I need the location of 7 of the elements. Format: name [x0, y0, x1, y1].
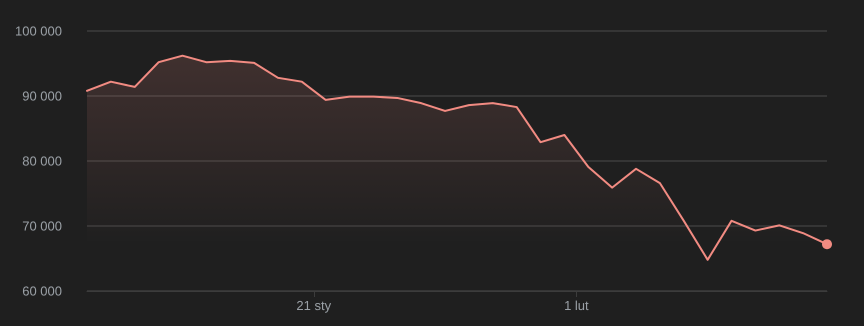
y-tick-label: 70 000 — [22, 218, 62, 234]
y-tick-label: 90 000 — [22, 88, 62, 104]
x-tick-label: 1 lut — [564, 298, 590, 313]
y-tick-label: 60 000 — [22, 284, 62, 298]
x-tick-label: 21 sty — [296, 298, 332, 313]
y-tick-label: 80 000 — [22, 154, 62, 168]
y-tick-label: 100 000 — [15, 24, 62, 38]
